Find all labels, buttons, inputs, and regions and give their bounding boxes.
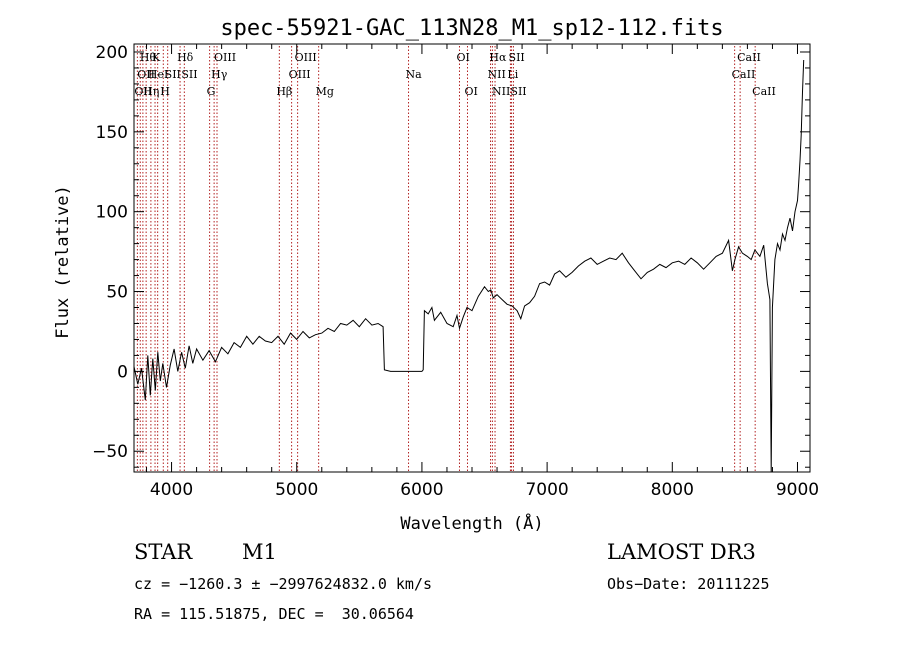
plot-frame	[133, 43, 811, 473]
line-label: Hη	[143, 85, 159, 98]
line-label: NII	[488, 68, 506, 81]
spectral-line-labels: OII OII Hθ Hη HeI K H SII Hδ SII G Hγ OIII Hβ OIII OIII…	[134, 51, 775, 98]
y-tick-label: 200	[96, 43, 128, 63]
line-label: OIII	[295, 51, 317, 64]
line-label: Mg	[316, 85, 334, 98]
line-label: OI	[456, 51, 469, 64]
x-tick-label: 8000	[651, 480, 694, 500]
line-label: K	[152, 51, 161, 64]
line-label: CaII	[752, 85, 776, 98]
line-label: HeI	[148, 68, 168, 81]
spectrum-line	[133, 59, 805, 473]
y-tick-label: 150	[96, 123, 128, 143]
obs-date: Obs−Date: 20111225	[607, 575, 770, 593]
line-label: OII	[137, 68, 155, 81]
line-label: OIII	[214, 51, 236, 64]
x-axis-ticks: 4000 5000 6000 7000 8000 9000	[146, 44, 819, 500]
y-axis-ticks: −50 0 50 100 150 200	[92, 43, 810, 468]
chart-title: spec-55921-GAC_113N28_M1_sp12-112.fits	[220, 16, 723, 41]
line-label: CaII	[737, 51, 761, 64]
y-tick-label: 0	[117, 362, 128, 382]
x-tick-label: 4000	[150, 480, 193, 500]
line-label: Hδ	[177, 51, 194, 64]
line-label: OI	[464, 85, 477, 98]
line-label: OII	[134, 85, 152, 98]
survey-name: LAMOST DR3	[607, 540, 756, 564]
line-label: NII	[492, 85, 510, 98]
x-tick-label: 7000	[525, 480, 568, 500]
line-label: SII	[165, 68, 181, 81]
x-axis-label: Wavelength (Å)	[400, 512, 543, 534]
line-label: H	[160, 85, 170, 98]
line-label: Na	[406, 68, 423, 81]
line-label: Li	[507, 68, 518, 81]
x-tick-label: 6000	[400, 480, 443, 500]
line-label: SII	[510, 85, 526, 98]
line-label: Hθ	[140, 51, 157, 64]
x-tick-label: 5000	[275, 480, 318, 500]
y-axis-label: Flux (relative)	[53, 185, 73, 339]
y-tick-label: 50	[106, 283, 128, 303]
line-label: Hβ	[276, 85, 292, 98]
ra-dec: RA = 115.51875, DEC = 30.06564	[134, 605, 414, 623]
line-label: Hα	[489, 51, 507, 64]
y-tick-label: 100	[96, 203, 128, 223]
y-tick-label: −50	[92, 442, 128, 462]
line-label: G	[207, 85, 216, 98]
line-label: Hγ	[211, 68, 228, 81]
spectral-line-markers	[136, 46, 756, 472]
line-label: SII	[181, 68, 197, 81]
object-class: STAR	[134, 540, 193, 564]
object-subclass: M1	[242, 540, 277, 564]
redshift-info: cz = −1260.3 ± −2997624832.0 km/s	[134, 575, 433, 593]
line-label: OIII	[289, 68, 311, 81]
line-label: CaII	[732, 68, 756, 81]
x-tick-label: 9000	[776, 480, 819, 500]
line-label: SII	[509, 51, 525, 64]
